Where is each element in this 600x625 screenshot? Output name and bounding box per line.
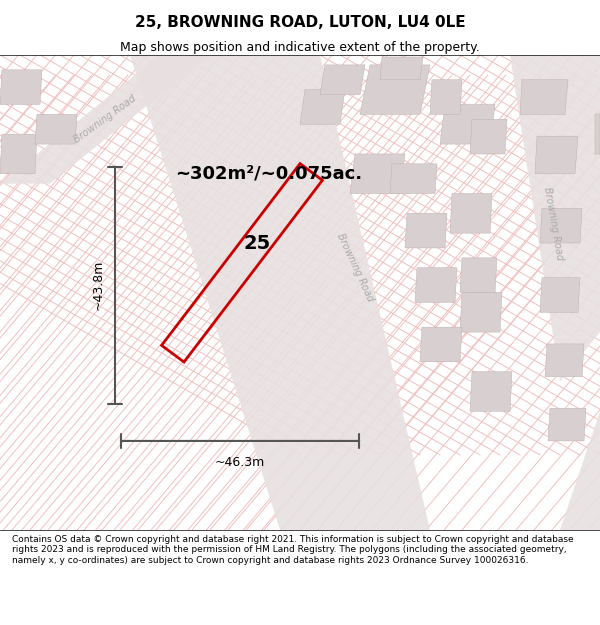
Polygon shape xyxy=(390,164,437,194)
Polygon shape xyxy=(0,70,42,104)
Polygon shape xyxy=(350,154,405,194)
Polygon shape xyxy=(420,327,462,362)
Polygon shape xyxy=(548,408,586,441)
Text: 25, BROWNING ROAD, LUTON, LU4 0LE: 25, BROWNING ROAD, LUTON, LU4 0LE xyxy=(134,16,466,31)
Polygon shape xyxy=(405,213,447,248)
Polygon shape xyxy=(130,55,430,530)
Text: Browning Road: Browning Road xyxy=(335,232,375,304)
Polygon shape xyxy=(540,208,582,243)
Text: Browning Road: Browning Road xyxy=(542,186,565,261)
Polygon shape xyxy=(320,65,365,94)
Polygon shape xyxy=(0,55,210,184)
Text: Browning Road: Browning Road xyxy=(72,94,138,145)
Polygon shape xyxy=(300,89,345,124)
Polygon shape xyxy=(460,292,502,332)
Text: 25: 25 xyxy=(244,234,271,253)
Polygon shape xyxy=(450,194,492,233)
Polygon shape xyxy=(510,55,600,381)
Text: ~46.3m: ~46.3m xyxy=(215,456,265,469)
Polygon shape xyxy=(470,119,507,154)
Polygon shape xyxy=(520,80,568,114)
Text: Contains OS data © Crown copyright and database right 2021. This information is : Contains OS data © Crown copyright and d… xyxy=(12,535,574,564)
Polygon shape xyxy=(380,57,423,80)
Polygon shape xyxy=(360,65,430,114)
Text: ~43.8m: ~43.8m xyxy=(92,260,105,310)
Polygon shape xyxy=(595,114,600,154)
Polygon shape xyxy=(545,344,584,377)
Text: ~302m²/~0.075ac.: ~302m²/~0.075ac. xyxy=(175,165,362,182)
Polygon shape xyxy=(415,268,457,302)
Polygon shape xyxy=(535,136,578,174)
Polygon shape xyxy=(470,372,512,411)
Polygon shape xyxy=(540,278,580,312)
Polygon shape xyxy=(490,411,600,530)
Polygon shape xyxy=(35,114,77,144)
Text: Map shows position and indicative extent of the property.: Map shows position and indicative extent… xyxy=(120,41,480,54)
Polygon shape xyxy=(460,258,497,292)
Polygon shape xyxy=(0,134,37,174)
Polygon shape xyxy=(440,104,495,144)
Polygon shape xyxy=(430,80,462,114)
